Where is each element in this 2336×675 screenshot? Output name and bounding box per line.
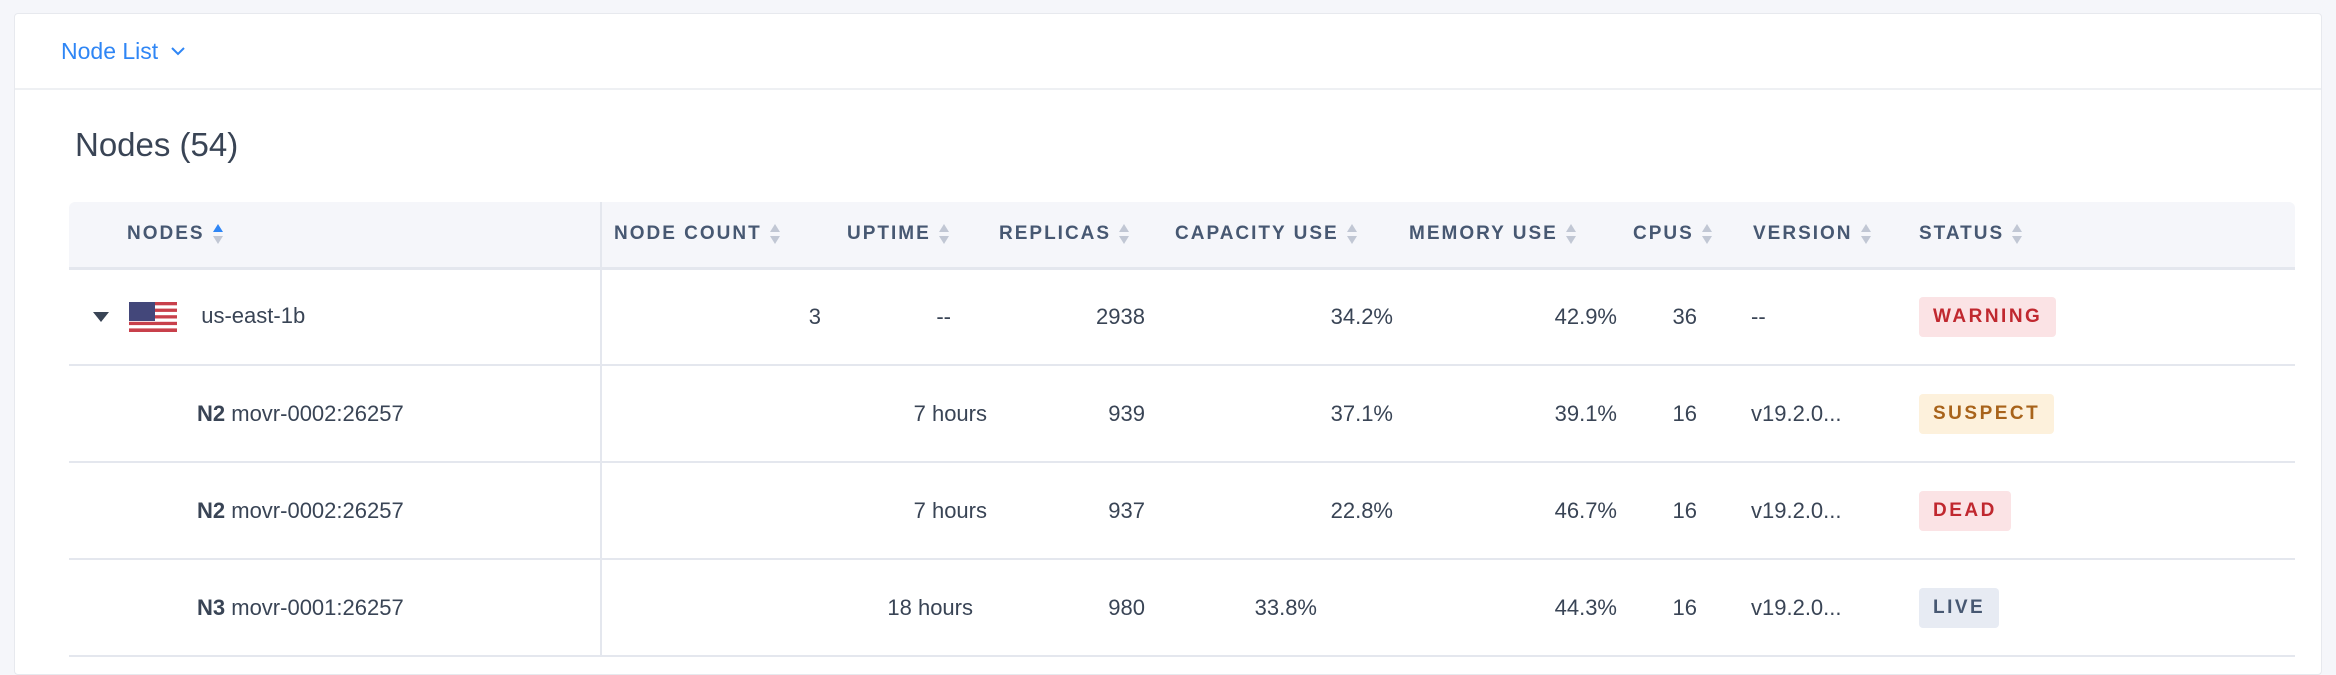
region-name: us-east-1b bbox=[201, 302, 306, 328]
node-list-label: Node List bbox=[61, 37, 159, 64]
region-cell: us-east-1b bbox=[69, 268, 602, 365]
sort-icon[interactable] bbox=[938, 223, 949, 245]
version-cell: v19.2.0... bbox=[1751, 497, 1842, 523]
node-count-cell bbox=[601, 559, 835, 656]
capacity-cell: 37.1% bbox=[1330, 400, 1393, 426]
node-count-cell: 3 bbox=[808, 303, 821, 329]
sort-icon[interactable] bbox=[1119, 223, 1130, 245]
table-row[interactable]: N2 movr-0002:26257 7 hours 937 22.8% 46.… bbox=[69, 462, 2295, 559]
page-title: Nodes (54) bbox=[75, 126, 239, 163]
status-cell: WARNING bbox=[1913, 268, 2295, 365]
uptime-cell: 7 hours bbox=[913, 497, 987, 523]
capacity-cell: 33.8% bbox=[1254, 594, 1317, 620]
sort-icon[interactable] bbox=[2012, 223, 2023, 245]
table-row[interactable]: N2 movr-0002:26257 7 hours 939 37.1% 39.… bbox=[69, 365, 2295, 462]
status-cell: DEAD bbox=[1913, 462, 2295, 559]
column-header-node-count[interactable]: NODE COUNT bbox=[601, 202, 835, 270]
cpus-cell: 16 bbox=[1672, 594, 1697, 620]
sort-icon[interactable] bbox=[1565, 223, 1576, 245]
status-badge: LIVE bbox=[1919, 587, 2000, 628]
chevron-down-icon bbox=[171, 47, 185, 56]
sort-icon[interactable] bbox=[1346, 223, 1357, 245]
nodes-table: NODES NODE COUNT UPTIME REPLICAS CAPACIT… bbox=[69, 202, 2295, 657]
replicas-cell: 2938 bbox=[1096, 303, 1145, 329]
uptime-cell: -- bbox=[936, 303, 951, 329]
column-header-status[interactable]: STATUS bbox=[1913, 202, 2295, 270]
memory-cell: 39.1% bbox=[1554, 400, 1617, 426]
sort-icon[interactable] bbox=[212, 223, 223, 245]
uptime-cell: 7 hours bbox=[913, 400, 987, 426]
us-flag-icon bbox=[129, 301, 178, 332]
memory-cell: 46.7% bbox=[1554, 497, 1617, 523]
status-cell: LIVE bbox=[1913, 559, 2295, 656]
capacity-cell: 34.2% bbox=[1330, 303, 1393, 329]
column-header-cpus[interactable]: CPUS bbox=[1625, 202, 1747, 270]
sort-icon[interactable] bbox=[1860, 223, 1871, 245]
node-cell: N3 movr-0001:26257 bbox=[69, 559, 602, 656]
node-list-card: Node List Nodes (54) NODES NODE COUNT UP… bbox=[14, 13, 2322, 675]
column-header-uptime[interactable]: UPTIME bbox=[835, 202, 991, 270]
uptime-cell: 18 hours bbox=[887, 594, 973, 620]
column-header-memory-use[interactable]: MEMORY USE bbox=[1401, 202, 1625, 270]
status-badge: DEAD bbox=[1919, 490, 2011, 531]
cpus-cell: 16 bbox=[1672, 497, 1697, 523]
replicas-cell: 939 bbox=[1108, 400, 1145, 426]
caret-down-icon[interactable] bbox=[93, 311, 109, 322]
status-badge: SUSPECT bbox=[1919, 393, 2055, 434]
capacity-cell: 22.8% bbox=[1330, 497, 1393, 523]
replicas-cell: 980 bbox=[1108, 594, 1145, 620]
table-header-row: NODES NODE COUNT UPTIME REPLICAS CAPACIT… bbox=[69, 202, 2295, 270]
column-header-version[interactable]: VERSION bbox=[1747, 202, 1913, 270]
version-cell: -- bbox=[1751, 303, 1766, 329]
cpus-cell: 36 bbox=[1672, 303, 1697, 329]
column-header-capacity-use[interactable]: CAPACITY USE bbox=[1167, 202, 1401, 270]
region-row[interactable]: us-east-1b 3 -- 2938 34.2% 42.9% 36 -- W… bbox=[69, 268, 2295, 365]
replicas-cell: 937 bbox=[1108, 497, 1145, 523]
cpus-cell: 16 bbox=[1672, 400, 1697, 426]
version-cell: v19.2.0... bbox=[1751, 400, 1842, 426]
status-badge: WARNING bbox=[1919, 296, 2057, 337]
sort-icon[interactable] bbox=[1701, 223, 1712, 245]
sort-icon[interactable] bbox=[769, 223, 780, 245]
node-cell: N2 movr-0002:26257 bbox=[69, 365, 602, 462]
node-count-cell bbox=[601, 462, 835, 559]
version-cell: v19.2.0... bbox=[1751, 594, 1842, 620]
card-header: Node List bbox=[15, 14, 2321, 90]
status-cell: SUSPECT bbox=[1913, 365, 2295, 462]
node-count-cell bbox=[601, 365, 835, 462]
table-row[interactable]: N3 movr-0001:26257 18 hours 980 33.8% 44… bbox=[69, 559, 2295, 656]
node-cell: N2 movr-0002:26257 bbox=[69, 462, 602, 559]
node-list-dropdown[interactable]: Node List bbox=[61, 38, 186, 65]
column-header-nodes[interactable]: NODES bbox=[69, 202, 602, 270]
column-header-replicas[interactable]: REPLICAS bbox=[991, 202, 1167, 270]
memory-cell: 44.3% bbox=[1554, 594, 1617, 620]
memory-cell: 42.9% bbox=[1554, 303, 1617, 329]
